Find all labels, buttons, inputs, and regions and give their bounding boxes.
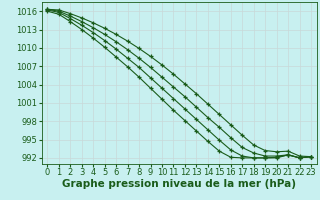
- X-axis label: Graphe pression niveau de la mer (hPa): Graphe pression niveau de la mer (hPa): [62, 179, 296, 189]
